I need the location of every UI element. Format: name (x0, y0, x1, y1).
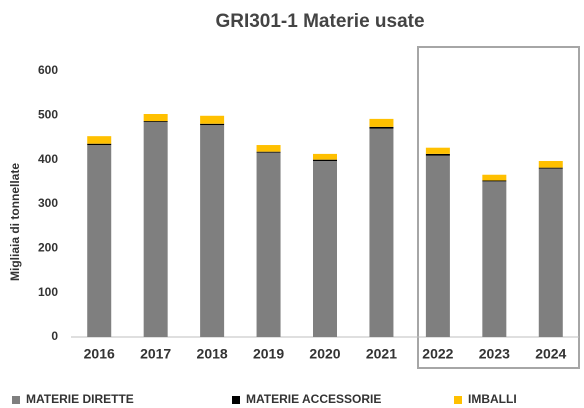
bar-segment (482, 174, 507, 181)
legend-label: MATERIE ACCESSORIE (246, 392, 381, 406)
x-tick-label: 2021 (366, 346, 397, 362)
bar-segment (369, 126, 394, 129)
x-tick-label: 2019 (253, 346, 284, 362)
bar-segment (425, 147, 450, 154)
x-tick-label: 2022 (422, 346, 453, 362)
y-tick-label: 500 (38, 108, 58, 122)
bar-segment (538, 160, 563, 168)
bar-segment (425, 155, 450, 337)
bar-segment (538, 167, 563, 169)
x-tick-label: 2016 (84, 346, 115, 362)
bar-segment (425, 153, 450, 156)
bar-segment (200, 115, 225, 124)
bar-segment (256, 152, 281, 337)
legend-swatch (12, 396, 20, 404)
x-tick-label: 2018 (197, 346, 228, 362)
bar-segment (143, 114, 168, 122)
bar-segment (482, 180, 507, 182)
bar-segment (87, 136, 112, 144)
bar-segment (482, 181, 507, 337)
y-tick-label: 0 (51, 329, 58, 343)
bar-segment (87, 145, 112, 337)
bar-segment (313, 159, 337, 161)
bar-segment (313, 160, 337, 337)
bar-segment (200, 125, 225, 337)
y-tick-label: 100 (38, 285, 58, 299)
y-tick-label: 600 (38, 63, 58, 77)
y-tick-label: 400 (38, 152, 58, 166)
bar-segment (313, 153, 337, 160)
legend-label: MATERIE DIRETTE (26, 392, 134, 406)
bar-segment (256, 151, 281, 153)
bar-segment (369, 128, 394, 337)
y-tick-label: 300 (38, 196, 58, 210)
x-tick-label: 2023 (479, 346, 510, 362)
chart-title: GRI301-1 Materie usate (215, 11, 424, 32)
bar-segment (87, 143, 112, 146)
legend-swatch (454, 396, 462, 404)
bar-segment (538, 168, 563, 337)
legend-label: IMBALLI (468, 392, 517, 406)
bar-segment (143, 121, 168, 337)
x-tick-label: 2020 (309, 346, 340, 362)
bar-segment (369, 118, 394, 127)
legend-swatch (232, 396, 240, 404)
bar-segment (256, 145, 281, 152)
bar-segment (200, 123, 225, 126)
x-tick-label: 2017 (140, 346, 171, 362)
bar-segment (143, 121, 168, 122)
y-axis-label: Migliaia di tonnellate (8, 163, 22, 281)
y-tick-label: 200 (38, 241, 58, 255)
highlight-box (417, 46, 580, 369)
x-tick-label: 2024 (535, 346, 566, 362)
